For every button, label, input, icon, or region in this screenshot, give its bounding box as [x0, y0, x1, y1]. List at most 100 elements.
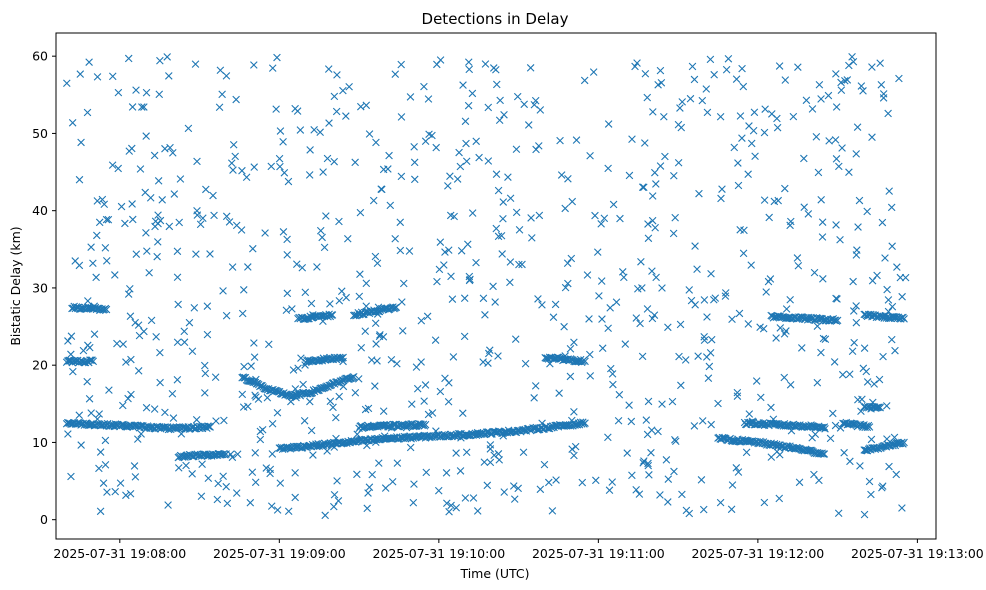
data-point	[677, 381, 685, 390]
data-point	[570, 451, 578, 460]
data-point	[884, 296, 893, 304]
data-point	[561, 283, 570, 292]
data-point	[463, 240, 472, 249]
data-point	[499, 214, 507, 223]
data-point	[202, 185, 210, 194]
track-point	[581, 357, 589, 366]
data-point	[846, 457, 854, 466]
data-point	[132, 250, 141, 258]
track-point	[820, 450, 829, 458]
data-point	[423, 312, 432, 321]
data-point	[330, 92, 339, 101]
data-point	[620, 273, 628, 282]
data-point	[142, 88, 151, 97]
track-point	[409, 422, 418, 431]
data-point	[154, 177, 163, 185]
track-point	[327, 311, 336, 319]
track-point	[205, 422, 213, 431]
data-point	[83, 108, 92, 117]
data-point	[595, 292, 603, 300]
data-point	[266, 465, 275, 474]
data-point	[735, 309, 744, 318]
data-point	[134, 367, 143, 375]
data-point	[710, 70, 718, 79]
data-point	[225, 218, 234, 226]
data-point	[223, 499, 232, 508]
data-point	[678, 490, 686, 499]
data-point	[142, 229, 150, 237]
data-point	[441, 248, 449, 256]
data-point	[258, 425, 267, 434]
track-point	[833, 316, 842, 325]
data-point	[227, 159, 236, 167]
data-point	[868, 63, 876, 71]
data-point	[498, 250, 506, 258]
data-point	[883, 285, 891, 294]
data-point	[84, 297, 92, 305]
data-point	[776, 324, 785, 332]
data-point	[662, 456, 671, 464]
data-point	[552, 476, 560, 484]
data-point	[857, 82, 866, 90]
data-point	[760, 128, 769, 137]
data-point	[446, 211, 455, 220]
data-point	[298, 263, 307, 272]
data-point	[669, 229, 678, 238]
data-point	[362, 101, 371, 110]
data-point	[119, 340, 127, 348]
data-point	[201, 389, 209, 397]
data-point	[283, 251, 292, 259]
data-point	[197, 492, 206, 501]
data-point	[398, 327, 407, 335]
data-point	[764, 277, 773, 286]
data-point	[815, 80, 824, 89]
data-point	[814, 168, 823, 177]
data-point	[203, 330, 212, 339]
data-point	[733, 392, 742, 400]
track-point	[319, 312, 328, 320]
data-point	[353, 430, 361, 439]
data-point	[118, 401, 127, 410]
track-point	[261, 385, 270, 393]
data-point	[691, 242, 699, 250]
data-point	[283, 235, 291, 244]
data-point	[664, 475, 673, 483]
data-point	[632, 486, 640, 494]
data-point	[434, 486, 443, 495]
data-point	[67, 332, 76, 340]
data-point	[196, 220, 205, 229]
data-point	[506, 258, 515, 266]
data-point	[512, 208, 521, 217]
data-point	[843, 76, 852, 84]
data-point	[268, 419, 277, 428]
data-point	[500, 110, 508, 119]
data-point	[572, 136, 581, 144]
data-point	[459, 81, 467, 89]
data-point	[364, 489, 372, 497]
data-point	[362, 279, 371, 288]
data-point	[513, 92, 522, 101]
data-point	[299, 380, 307, 389]
data-point	[276, 162, 284, 171]
data-point	[250, 61, 258, 69]
track-point	[102, 305, 111, 314]
data-point	[817, 95, 825, 103]
data-point	[718, 185, 726, 193]
data-point	[388, 477, 397, 486]
data-point	[853, 123, 862, 131]
data-point	[457, 247, 466, 255]
data-point	[765, 213, 773, 222]
track-point	[385, 423, 393, 431]
data-point	[436, 56, 445, 64]
data-point	[698, 417, 707, 425]
data-point	[131, 318, 139, 327]
track-point	[876, 403, 884, 412]
data-point	[459, 409, 467, 417]
data-point	[436, 238, 445, 246]
data-point	[728, 481, 737, 489]
data-point	[428, 131, 436, 140]
data-point	[561, 204, 569, 213]
data-point	[313, 263, 321, 271]
data-point	[534, 295, 542, 303]
data-point	[810, 268, 819, 277]
